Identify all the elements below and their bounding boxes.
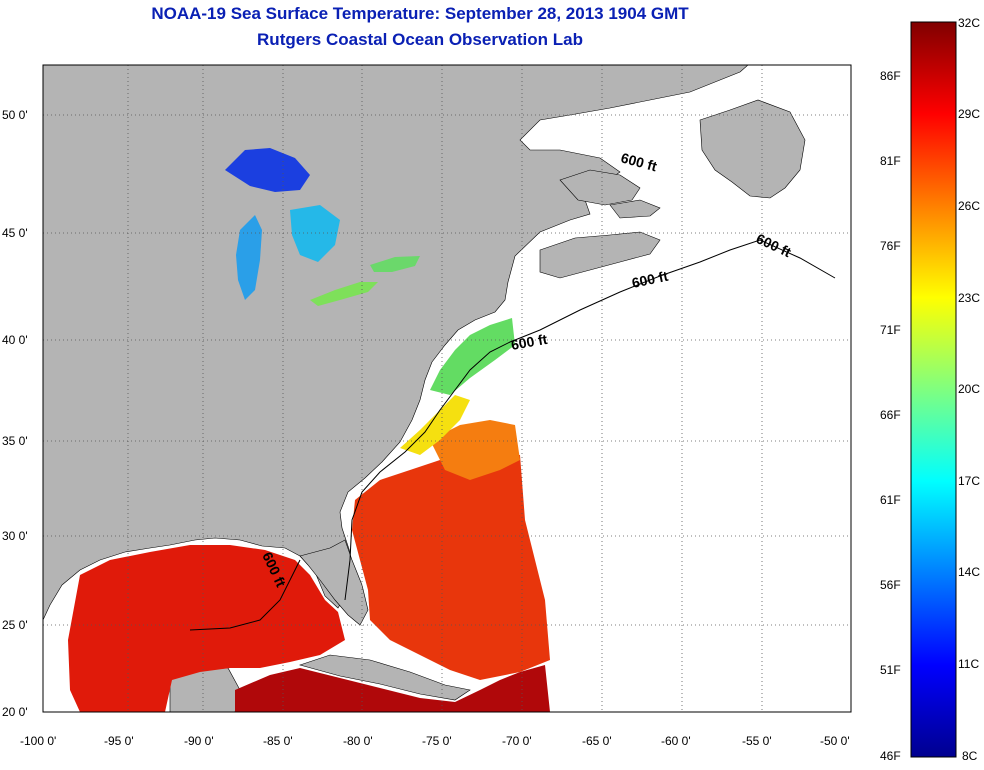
colorbar-fahrenheit-label: 56F [880, 578, 901, 592]
colorbar-celsius-label: 17C [958, 474, 981, 488]
lat-tick-label: 20 0' [2, 705, 28, 719]
lake-erie [310, 282, 378, 306]
sst-atlantic-warm [352, 455, 550, 680]
land-gaspe [559, 169, 641, 206]
colorbar-fahrenheit-label: 61F [880, 493, 901, 507]
lon-tick-label: -80 0' [343, 734, 373, 748]
land-north-america [43, 65, 749, 621]
land-florida [299, 539, 369, 626]
colorbar-fahrenheit-label: 66F [880, 408, 901, 422]
sst-mid-atlantic [430, 318, 515, 395]
sst-caribbean [235, 665, 550, 712]
colorbar-celsius-label: 11C [958, 657, 980, 671]
colorbar-celsius-label: 32C [958, 16, 981, 30]
lat-tick-label: 35 0' [2, 434, 28, 448]
sst-gulf-of-mexico [68, 545, 345, 712]
colorbar-fahrenheit-label: 86F [880, 69, 901, 83]
colorbar-celsius-label: 14C [958, 565, 981, 579]
lon-tick-label: -50 0' [820, 734, 850, 748]
land-cuba [298, 654, 471, 701]
colorbar-fahrenheit-label: 51F [880, 663, 901, 677]
lat-tick-label: 25 0' [2, 618, 28, 632]
lon-tick-label: -85 0' [263, 734, 293, 748]
lon-tick-label: -90 0' [184, 734, 214, 748]
lon-tick-label: -75 0' [422, 734, 452, 748]
colorbar-celsius-label: 29C [958, 107, 981, 121]
colorbar-celsius-label: 20C [958, 382, 981, 396]
lat-gridlines [43, 114, 851, 626]
land-pei [609, 199, 661, 219]
land-nova-scotia [539, 231, 661, 279]
colorbar-celsius-label: 23C [958, 291, 981, 305]
contour-600ft-gulf [189, 559, 301, 631]
lat-tick-label: 50 0' [2, 108, 28, 122]
lon-tick-label: -65 0' [582, 734, 612, 748]
lon-tick-label: -95 0' [104, 734, 134, 748]
map-title: NOAA-19 Sea Surface Temperature: Septemb… [151, 4, 689, 23]
lat-tick-label: 45 0' [2, 226, 28, 240]
lon-tick-label: -60 0' [661, 734, 691, 748]
land-newfoundland [699, 99, 806, 199]
contour-label: 600 ft [630, 268, 669, 291]
lake-michigan [236, 215, 262, 300]
colorbar [910, 21, 957, 758]
lake-ontario [370, 256, 420, 272]
map-frame [42, 64, 852, 713]
colorbar-celsius-label: 26C [958, 199, 981, 213]
colorbar-celsius-label: 8C [962, 749, 978, 763]
lat-tick-label: 40 0' [2, 333, 28, 347]
lake-superior [225, 148, 310, 192]
lon-tick-label: -70 0' [502, 734, 532, 748]
contour-600ft [344, 239, 836, 601]
sst-atlantic-orange [430, 420, 520, 480]
lon-tick-label: -55 0' [742, 734, 772, 748]
colorbar-fahrenheit-label: 81F [880, 154, 901, 168]
lat-tick-label: 30 0' [2, 529, 28, 543]
map-subtitle: Rutgers Coastal Ocean Observation Lab [257, 30, 583, 49]
colorbar-fahrenheit-label: 76F [880, 239, 901, 253]
colorbar-fahrenheit-label: 71F [880, 323, 901, 337]
lon-tick-label: -100 0' [20, 734, 57, 748]
contour-label: 600 ft [510, 331, 549, 353]
lake-huron [290, 205, 340, 262]
colorbar-fahrenheit-label: 46F [880, 749, 901, 763]
